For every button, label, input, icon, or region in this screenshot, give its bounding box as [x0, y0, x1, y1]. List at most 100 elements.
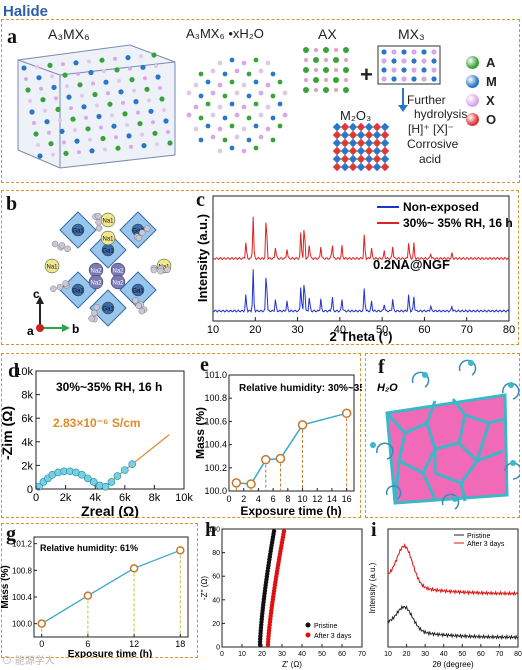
chart-h-point-pristine [271, 529, 277, 534]
chart-e-point [341, 408, 352, 419]
halide-atom [157, 267, 164, 275]
chart-g-point [37, 619, 46, 628]
halide-atom [95, 225, 103, 232]
legend-after-h: After 3 days [314, 633, 352, 640]
chart-c-ylabel: Intensity (a.u.) [195, 214, 210, 302]
halide-atom [135, 234, 143, 242]
chart-g-xtick: 0 [39, 639, 44, 649]
panel-letter-f: f [378, 356, 385, 378]
chart-i-xtick: 20 [403, 651, 411, 658]
atom-label: Na1 [158, 265, 170, 271]
atom-marker [100, 212, 116, 228]
chart-h-ytick: 100 [208, 527, 220, 534]
label-a3mx6-hydrate: A₃MX₆ •xH₂O [186, 26, 264, 41]
chart-c: 10 20 30 40 50 60 70 80 Non-exposed 30%~ 35% RH… [195, 195, 515, 344]
chart-i-xtick: 50 [458, 651, 466, 658]
legend-exposed: 30%~ 35% RH, 16 h [403, 216, 513, 230]
chart-c-xtick: 70 [461, 324, 473, 336]
chart-h-point-after [281, 529, 287, 534]
chart-e-line [236, 412, 347, 485]
chart-e-xtick: 6 [271, 494, 276, 504]
label-hydrolysis: hydrolysis [414, 107, 468, 121]
atom-label: Ga1 [102, 307, 114, 313]
crystal-hydrate [186, 57, 288, 154]
chart-d-xtick: 6k [119, 492, 131, 504]
label-mx3: MX₃ [398, 26, 425, 42]
chart-e-xtick: 12 [312, 494, 322, 504]
chart-h-ylabel: -Z'' (Ω) [200, 576, 209, 600]
chart-e-point [231, 478, 242, 488]
chart-g-xtick: 6 [85, 639, 90, 649]
atom-label: Na1 [46, 265, 58, 271]
label-plus: + [360, 62, 373, 87]
halide-atom [91, 309, 98, 317]
chart-h-xtick: 70 [358, 651, 366, 658]
watermark: ⊙ 能源学人 [2, 656, 55, 667]
chart-d-title: 30%~35% RH, 16 h [56, 380, 162, 394]
chart-d-xlabel: Zreal (Ω) [81, 503, 139, 518]
chart-g-point [176, 546, 185, 555]
chart-e-title: Relative humidity: 30%~35% [239, 383, 362, 394]
atom-label: Ga1 [72, 229, 84, 235]
chart-e-point [297, 420, 308, 430]
series-line-pristine-i [387, 604, 519, 641]
legend-marker-pristine-h [305, 622, 311, 628]
halide-atom [150, 266, 158, 274]
chart-e-xtick: 4 [256, 494, 261, 504]
atom-label: Na2 [90, 281, 102, 287]
halide-atom [138, 308, 145, 315]
chart-c-xtick: 80 [503, 324, 515, 336]
chart-c-xlabel: 2 Theta (°) [330, 329, 393, 344]
chart-g-ytick: 100.8 [12, 566, 33, 575]
label-ax: AX [318, 26, 337, 42]
legend-marker-x [466, 94, 479, 107]
chart-g-line [41, 549, 181, 625]
chart-e-xtick: 2 [241, 494, 246, 504]
chart-d-point [113, 472, 122, 480]
chart-d-point [84, 474, 92, 483]
halide-atom [58, 242, 66, 249]
chart-d-xtick: 2k [60, 492, 72, 504]
chart-h-xtick: 60 [338, 651, 346, 658]
chart-g-ytick: 100.0 [12, 620, 33, 629]
legend-marker-o [466, 113, 479, 126]
axis-c-label: c [33, 287, 40, 301]
chart-e-xtick: 16 [342, 494, 352, 504]
chart-e-ytick: 100.2 [204, 463, 227, 473]
chart-g-ylabel: Mass (%) [0, 565, 11, 608]
chart-c-xtick: 20 [249, 324, 261, 336]
chart-d-annotation: 2.83×10⁻⁶ S/cm [53, 416, 141, 430]
panel-letter-a: a [7, 26, 17, 48]
chart-d-ytick: 8k [21, 390, 33, 402]
legend-marker-m [466, 75, 479, 88]
chart-g-frame [33, 536, 189, 638]
halide-atom [51, 240, 59, 248]
chart-i-xtick: 40 [440, 651, 448, 658]
legend-pristine-i: Pristine [467, 533, 490, 540]
chart-g-title: Relative humidity: 61% [40, 543, 138, 553]
chart-i: 10 20 30 40 50 60 70 80 Pristine After 3 days 2… [368, 528, 522, 669]
chart-h-xtick: 0 [220, 651, 224, 658]
chart-c-frame [212, 195, 510, 322]
chart-c-annotation: 0.2NA@NGF [373, 257, 450, 272]
chart-d-point [78, 471, 86, 479]
panel-letter-b: b [6, 193, 18, 215]
legend-after-i: After 3 days [467, 541, 505, 548]
panel-b-structure: Ga1 Ga1 Ga1 Ga1 Ga1 Ga1 Na1 Na2 Na2 Na1 Na1 Na1 Na2 N… [27, 211, 172, 338]
chart-h-xtick: 50 [318, 651, 326, 658]
panel-f-grains: H₂O [370, 359, 520, 510]
chart-g: 0 6 12 18 100.0 100.4 100.8 101.2 Relative humi… [0, 536, 189, 658]
chart-h-ytick: 40 [212, 597, 220, 604]
chart-e-xtick: 8 [285, 494, 290, 504]
chart-d-xtick: 8k [149, 492, 161, 504]
chart-h-ytick: 20 [212, 621, 220, 628]
chart-e-frame [228, 374, 355, 492]
crystal-ax [303, 47, 349, 93]
label-a3mx6: A₃MX₆ [48, 26, 90, 42]
chart-h-ytick: 0 [216, 645, 220, 652]
atom-label: Na1 [102, 219, 114, 225]
chart-e-ytick: 100.6 [204, 416, 227, 426]
halide-atom [56, 283, 64, 291]
halide-atom [88, 315, 95, 322]
chart-d-frame [35, 370, 185, 490]
